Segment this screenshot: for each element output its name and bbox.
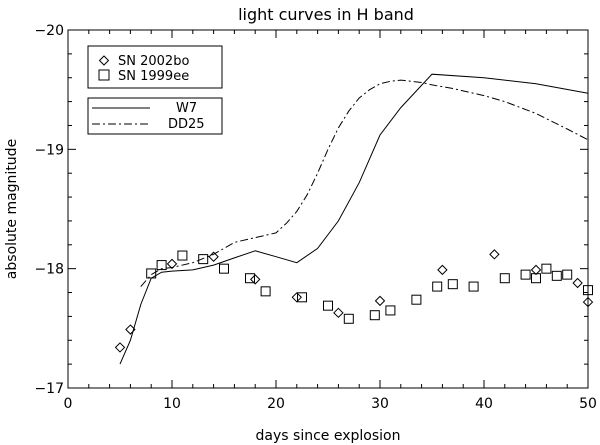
y-tick-label: −18 bbox=[34, 262, 64, 278]
point-sn2002bo bbox=[166, 258, 178, 270]
y-tick-label: −17 bbox=[34, 381, 64, 397]
point-sn1999ee bbox=[499, 273, 510, 284]
legend-label-dd25: DD25 bbox=[168, 117, 205, 132]
point-sn1999ee bbox=[369, 310, 380, 321]
x-tick-label: 10 bbox=[163, 396, 181, 412]
point-sn1999ee bbox=[177, 250, 188, 261]
point-sn1999ee bbox=[260, 286, 271, 297]
point-sn2002bo bbox=[114, 342, 126, 353]
point-sn1999ee bbox=[156, 260, 167, 271]
point-sn2002bo bbox=[125, 324, 136, 335]
x-tick-label: 30 bbox=[371, 396, 389, 412]
point-sn1999ee bbox=[411, 294, 422, 305]
point-sn2002bo bbox=[530, 264, 542, 276]
series-line-w7 bbox=[119, 73, 589, 365]
point-sn2002bo bbox=[437, 264, 448, 276]
legend-label-sn1999ee: SN 1999ee bbox=[118, 69, 189, 84]
point-sn1999ee bbox=[520, 269, 531, 280]
x-tick-label: 0 bbox=[64, 396, 73, 412]
point-sn1999ee bbox=[468, 281, 479, 292]
x-tick-label: 50 bbox=[579, 396, 597, 412]
y-tick-label: −20 bbox=[34, 23, 64, 39]
point-sn2002bo bbox=[572, 277, 583, 289]
point-sn1999ee bbox=[562, 269, 573, 280]
legend-observations: SN 2002bo SN 1999ee bbox=[87, 45, 223, 89]
model-curves bbox=[119, 73, 589, 365]
point-sn1999ee bbox=[531, 273, 541, 284]
legend-models: W7 DD25 bbox=[87, 97, 223, 135]
legend-square-marker bbox=[98, 69, 110, 81]
point-sn1999ee bbox=[219, 263, 229, 274]
point-sn2002bo bbox=[291, 292, 303, 303]
point-sn2002bo bbox=[333, 307, 344, 319]
y-tick-label: −19 bbox=[34, 142, 64, 158]
legend-label-sn2002bo: SN 2002bo bbox=[118, 54, 189, 69]
point-sn2002bo bbox=[489, 249, 500, 260]
point-sn1999ee bbox=[297, 292, 307, 303]
x-tick-labels: 0 10 20 30 40 50 bbox=[64, 396, 597, 412]
legend-box-observations bbox=[87, 45, 223, 89]
legend-diamond-marker bbox=[98, 55, 110, 66]
observed-points bbox=[114, 249, 594, 353]
point-sn1999ee bbox=[541, 263, 552, 274]
x-tick-label: 20 bbox=[267, 396, 285, 412]
point-sn1999ee bbox=[198, 254, 209, 265]
point-sn1999ee bbox=[583, 285, 593, 296]
legend-box-models bbox=[87, 97, 223, 135]
plot-frame bbox=[67, 29, 589, 389]
point-sn1999ee bbox=[146, 268, 157, 279]
point-sn1999ee bbox=[385, 305, 396, 316]
point-sn1999ee bbox=[432, 281, 443, 292]
axis-ticks bbox=[67, 29, 589, 389]
y-axis-label: absolute magnitude bbox=[4, 139, 20, 279]
point-sn1999ee bbox=[323, 300, 333, 311]
point-sn1999ee bbox=[447, 279, 458, 290]
y-tick-labels: −17 −18 −19 −20 bbox=[34, 23, 64, 397]
point-sn2002bo bbox=[374, 295, 386, 307]
point-sn1999ee bbox=[245, 273, 255, 284]
x-tick-label: 40 bbox=[475, 396, 493, 412]
point-sn2002bo bbox=[208, 251, 219, 262]
point-sn1999ee bbox=[551, 270, 562, 281]
chart-title: light curves in H band bbox=[238, 5, 414, 24]
point-sn2002bo bbox=[249, 274, 261, 285]
point-sn2002bo bbox=[582, 296, 594, 308]
legend-label-w7: W7 bbox=[176, 101, 197, 116]
point-sn1999ee bbox=[343, 313, 354, 324]
x-axis-label: days since explosion bbox=[256, 428, 401, 444]
